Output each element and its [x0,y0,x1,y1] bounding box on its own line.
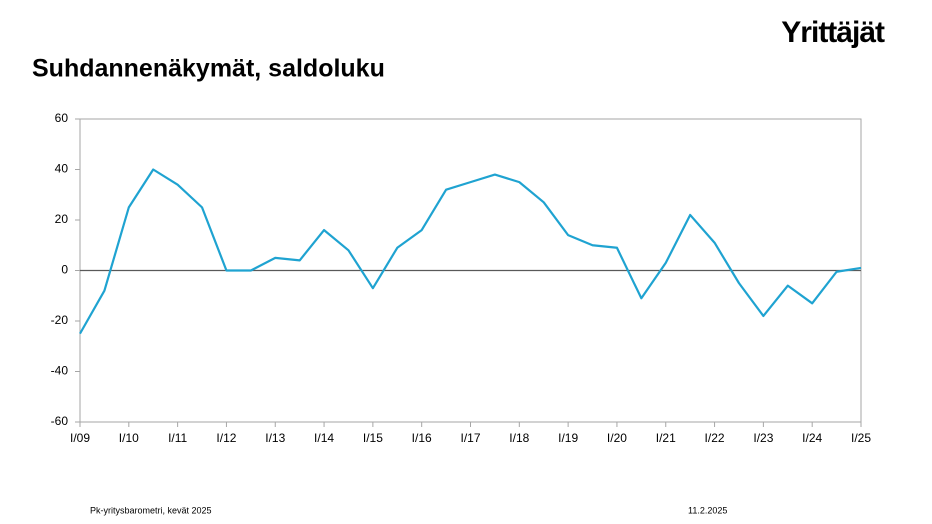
x-tick-label: I/23 [753,431,773,445]
x-tick-label: I/25 [851,431,871,445]
footer-date: 11.2.2025 [688,505,727,515]
x-tick-label: I/18 [509,431,529,445]
footer-source: Pk-yritysbarometri, kevät 2025 [90,505,212,515]
x-tick-label: I/13 [265,431,285,445]
x-tick-label: I/24 [802,431,822,445]
y-tick-label: 60 [55,111,69,125]
x-tick-label: I/21 [656,431,676,445]
y-tick-label: 0 [61,263,68,277]
logo: Yrittäjät [781,16,885,49]
chart-title: Suhdannenäkymät, saldoluku [32,55,385,83]
y-tick-label: -40 [51,364,69,378]
x-tick-label: I/16 [412,431,432,445]
y-tick-label: -20 [51,313,69,327]
x-tick-label: I/17 [460,431,480,445]
x-tick-label: I/14 [314,431,334,445]
x-tick-label: I/20 [607,431,627,445]
x-tick-label: I/11 [168,431,187,445]
x-tick-label: I/12 [216,431,236,445]
x-tick-label: I/22 [705,431,725,445]
x-tick-label: I/09 [70,431,90,445]
line-series [79,168,862,335]
x-tick-label: I/15 [363,431,383,445]
y-tick-label: 20 [55,212,69,226]
y-tick-label: -60 [51,414,69,428]
y-tick-label: 40 [55,162,69,176]
x-tick-label: I/19 [558,431,578,445]
x-tick-label: I/10 [119,431,139,445]
